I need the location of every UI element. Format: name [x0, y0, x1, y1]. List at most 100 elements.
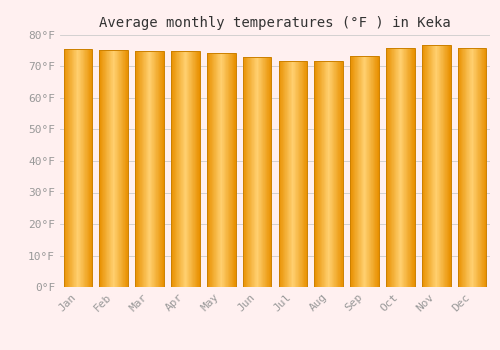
Bar	[119, 50, 120, 287]
Bar	[441, 46, 442, 287]
Bar	[484, 48, 486, 287]
Bar	[368, 56, 369, 287]
Bar	[332, 61, 333, 287]
Bar	[254, 57, 255, 287]
Bar	[79, 49, 80, 287]
Bar	[197, 51, 198, 287]
Bar	[474, 48, 475, 287]
Bar	[126, 50, 127, 287]
Bar	[113, 50, 114, 287]
Bar	[364, 56, 365, 287]
Bar	[287, 61, 288, 287]
Bar	[326, 61, 327, 287]
Bar	[251, 57, 252, 287]
Bar	[396, 48, 397, 287]
Bar	[179, 51, 180, 287]
Bar	[88, 49, 89, 287]
Bar	[216, 53, 217, 287]
Bar	[377, 56, 378, 287]
Bar	[148, 51, 149, 287]
Bar	[378, 56, 379, 287]
Bar	[366, 56, 367, 287]
Bar	[78, 49, 79, 287]
Bar	[389, 48, 390, 287]
Bar	[171, 51, 200, 287]
Bar	[467, 48, 468, 287]
Bar	[144, 51, 145, 287]
Bar	[173, 51, 174, 287]
Bar	[160, 51, 161, 287]
Bar	[127, 50, 128, 287]
Bar	[118, 50, 119, 287]
Bar	[256, 57, 257, 287]
Bar	[85, 49, 86, 287]
Bar	[260, 57, 261, 287]
Bar	[470, 48, 471, 287]
Bar	[425, 46, 426, 287]
Bar	[365, 56, 366, 287]
Bar	[271, 57, 272, 287]
Bar	[304, 61, 305, 287]
Bar	[265, 57, 266, 287]
Bar	[373, 56, 374, 287]
Bar	[142, 51, 144, 287]
Bar	[372, 56, 373, 287]
Bar	[410, 48, 412, 287]
Bar	[82, 49, 83, 287]
Bar	[427, 46, 428, 287]
Bar	[140, 51, 141, 287]
Bar	[386, 48, 387, 287]
Title: Average monthly temperatures (°F ) in Keka: Average monthly temperatures (°F ) in Ke…	[99, 16, 451, 30]
Bar	[302, 61, 303, 287]
Bar	[81, 49, 82, 287]
Bar	[363, 56, 364, 287]
Bar	[102, 50, 103, 287]
Bar	[64, 49, 66, 287]
Bar	[435, 46, 436, 287]
Bar	[156, 51, 157, 287]
Bar	[178, 51, 179, 287]
Bar	[138, 51, 140, 287]
Bar	[181, 51, 182, 287]
Bar	[339, 61, 340, 287]
Bar	[135, 51, 164, 287]
Bar	[423, 46, 424, 287]
Bar	[359, 56, 360, 287]
Bar	[300, 61, 301, 287]
Bar	[477, 48, 478, 287]
Bar	[250, 57, 251, 287]
Bar	[473, 48, 474, 287]
Bar	[458, 48, 486, 287]
Bar	[188, 51, 189, 287]
Bar	[429, 46, 430, 287]
Bar	[115, 50, 116, 287]
Bar	[318, 61, 319, 287]
Bar	[177, 51, 178, 287]
Bar	[146, 51, 148, 287]
Bar	[190, 51, 191, 287]
Bar	[75, 49, 76, 287]
Bar	[163, 51, 164, 287]
Bar	[231, 53, 232, 287]
Bar	[431, 46, 432, 287]
Bar	[284, 61, 285, 287]
Bar	[198, 51, 199, 287]
Bar	[291, 61, 292, 287]
Bar	[193, 51, 194, 287]
Bar	[424, 46, 425, 287]
Bar	[386, 48, 414, 287]
Bar	[440, 46, 441, 287]
Bar	[388, 48, 389, 287]
Bar	[104, 50, 105, 287]
Bar	[469, 48, 470, 287]
Bar	[261, 57, 262, 287]
Bar	[209, 53, 210, 287]
Bar	[152, 51, 153, 287]
Bar	[412, 48, 413, 287]
Bar	[280, 61, 281, 287]
Bar	[266, 57, 267, 287]
Bar	[354, 56, 355, 287]
Bar	[367, 56, 368, 287]
Bar	[306, 61, 307, 287]
Bar	[314, 61, 315, 287]
